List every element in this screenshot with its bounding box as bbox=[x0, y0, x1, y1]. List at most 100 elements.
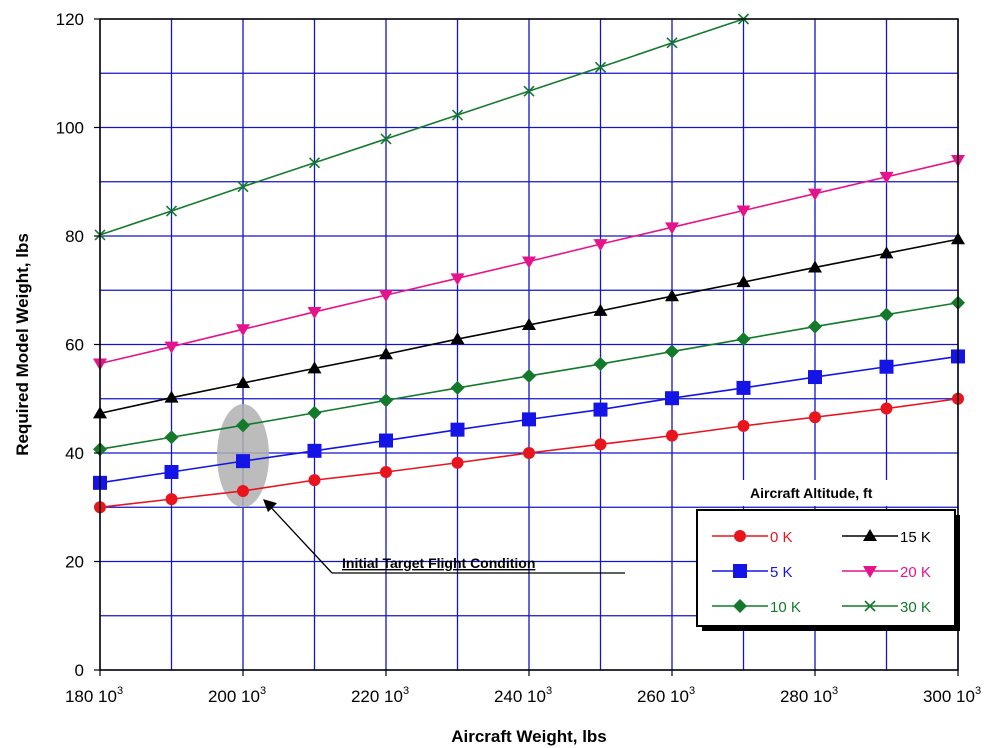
data-point bbox=[307, 443, 322, 458]
x-tick-label: 280 103 bbox=[780, 685, 838, 706]
data-point bbox=[879, 171, 894, 184]
x-tick-exponent: 3 bbox=[832, 685, 838, 697]
legend: Aircraft Altitude, ft 0 K 15 K 5 K 20 K 10 K 3… bbox=[696, 480, 960, 631]
marker-x-stroke bbox=[666, 37, 678, 49]
data-point bbox=[665, 289, 679, 302]
data-point bbox=[523, 447, 535, 459]
legend-swatch-marker bbox=[863, 529, 877, 541]
series-30k bbox=[94, 13, 750, 241]
data-point bbox=[164, 390, 179, 403]
data-point bbox=[236, 376, 250, 389]
data-point bbox=[665, 222, 679, 235]
data-point bbox=[380, 133, 392, 145]
legend-label: 10 K bbox=[770, 599, 801, 616]
data-point bbox=[164, 464, 179, 479]
data-point bbox=[308, 157, 321, 169]
data-point bbox=[307, 405, 322, 420]
data-point bbox=[307, 361, 322, 374]
data-point bbox=[379, 393, 393, 408]
axes: 0 20 40 60 80 100 120 180 103 200 103 220 103 240 … bbox=[13, 10, 981, 746]
data-point bbox=[809, 411, 821, 424]
marker-x-stroke bbox=[380, 133, 392, 145]
annotation-label: Initial Target Flight Condition bbox=[342, 555, 535, 571]
legend-label: 20 K bbox=[900, 564, 931, 581]
x-tick-label: 240 103 bbox=[494, 685, 552, 706]
legend-label: 5 K bbox=[770, 564, 793, 581]
y-tick-label: 60 bbox=[65, 336, 84, 355]
data-point bbox=[736, 205, 751, 218]
y-axis-title: Required Model Weight, lbs bbox=[13, 233, 32, 456]
y-tick-label: 40 bbox=[65, 444, 84, 463]
data-point bbox=[666, 37, 678, 49]
data-point bbox=[808, 260, 822, 273]
legend-label: 15 K bbox=[900, 529, 931, 546]
data-point bbox=[450, 273, 465, 286]
data-point bbox=[379, 433, 393, 448]
data-point bbox=[380, 465, 392, 478]
data-point bbox=[379, 347, 393, 360]
legend-title: Aircraft Altitude, ft bbox=[750, 485, 873, 501]
x-tick-label: 220 103 bbox=[351, 685, 409, 706]
legend-label: 30 K bbox=[900, 599, 931, 616]
y-tick-label: 20 bbox=[65, 553, 84, 572]
data-point bbox=[594, 438, 607, 451]
data-point bbox=[237, 484, 249, 497]
y-tick-label: 80 bbox=[65, 227, 84, 246]
data-point bbox=[808, 370, 822, 385]
data-point bbox=[164, 430, 179, 445]
data-point bbox=[665, 344, 679, 359]
data-point bbox=[451, 456, 464, 469]
x-tick-exponent: 3 bbox=[117, 685, 123, 697]
data-point bbox=[450, 422, 465, 437]
data-point bbox=[522, 368, 536, 383]
data-point bbox=[879, 307, 894, 322]
series-15k bbox=[93, 232, 965, 419]
y-tick-label: 100 bbox=[56, 119, 84, 138]
data-point bbox=[522, 412, 536, 427]
data-point bbox=[451, 109, 464, 121]
x-tick-exponent: 3 bbox=[403, 685, 409, 697]
x-tick-exponent: 3 bbox=[975, 685, 981, 697]
marker-x-stroke bbox=[237, 181, 249, 193]
x-tick-label: 260 103 bbox=[637, 685, 695, 706]
legend-swatch-marker bbox=[734, 530, 746, 542]
data-point bbox=[593, 303, 608, 316]
data-point bbox=[736, 332, 751, 347]
x-tick-label: 200 103 bbox=[208, 685, 266, 706]
legend-label: 0 K bbox=[770, 529, 793, 546]
series-group bbox=[93, 13, 965, 514]
x-tick-label: 300 103 bbox=[923, 685, 981, 706]
legend-swatch-marker bbox=[733, 564, 747, 578]
annotation-arrowhead bbox=[263, 499, 277, 513]
x-axis-title: Aircraft Weight, lbs bbox=[451, 727, 607, 746]
data-point bbox=[523, 85, 535, 97]
data-point bbox=[237, 181, 249, 193]
data-point bbox=[307, 306, 322, 319]
marker-x-stroke bbox=[308, 157, 321, 169]
legend-swatch-marker bbox=[863, 566, 877, 578]
data-point bbox=[450, 332, 465, 345]
data-point bbox=[593, 239, 608, 252]
data-point bbox=[593, 402, 608, 417]
y-tick-label: 0 bbox=[75, 661, 84, 680]
x-tick-exponent: 3 bbox=[689, 685, 695, 697]
series-5k bbox=[93, 349, 965, 490]
marker-x-stroke bbox=[594, 61, 607, 73]
data-point bbox=[737, 419, 750, 432]
data-point bbox=[522, 256, 536, 269]
marker-x-stroke bbox=[165, 205, 178, 217]
legend-swatch-marker bbox=[864, 600, 876, 612]
data-point bbox=[594, 61, 607, 73]
data-point bbox=[666, 429, 678, 442]
marker-x-stroke bbox=[451, 109, 464, 121]
data-point bbox=[165, 205, 178, 217]
data-point bbox=[665, 391, 679, 406]
data-point bbox=[808, 319, 822, 334]
data-point bbox=[880, 402, 893, 415]
data-point bbox=[879, 246, 894, 259]
data-point bbox=[450, 380, 465, 395]
data-point bbox=[236, 454, 250, 469]
data-point bbox=[236, 418, 250, 433]
data-point bbox=[593, 357, 608, 372]
